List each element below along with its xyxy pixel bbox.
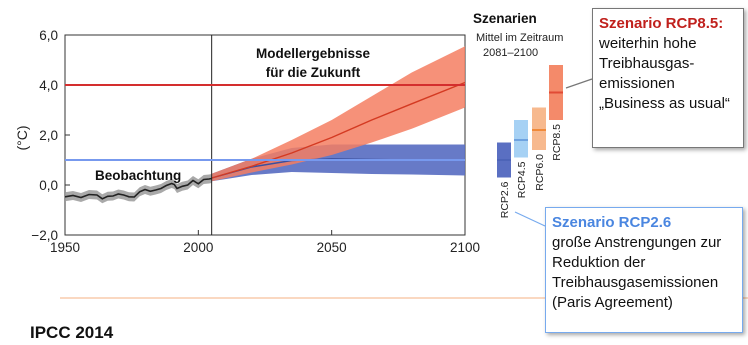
callout-rcp26-line: große Anstrengungen zur xyxy=(552,234,722,251)
scenario-bar-label-rcp60: RCP6.0 xyxy=(534,154,546,191)
callout-rcp85-line: weiterhin hohe xyxy=(599,35,697,52)
callout-rcp26-connector xyxy=(514,211,546,227)
y-axis-label: (°C) xyxy=(14,125,30,150)
x-tick-label: 1950 xyxy=(50,240,80,255)
source-label: IPCC 2014 xyxy=(30,323,114,342)
y-tick-label: −2,0 xyxy=(31,228,58,243)
scenario-bar-rcp45 xyxy=(514,120,528,158)
callout-rcp85-connector xyxy=(565,78,593,89)
callout-rcp85-title: Szenario RCP8.5: xyxy=(599,15,724,32)
callout-rcp26-line: Reduktion der xyxy=(552,254,646,271)
scenario-bar-label-rcp45: RCP4.5 xyxy=(516,161,528,198)
callout-rcp85-line: Treibhausgas- xyxy=(599,55,695,72)
observed-uncertainty-band xyxy=(65,174,212,204)
y-tick-label: 0,0 xyxy=(39,178,58,193)
x-tick-label: 2000 xyxy=(183,240,213,255)
series-layer xyxy=(64,46,466,204)
rcp85-mean-line xyxy=(211,81,466,179)
x-tick-label: 2050 xyxy=(317,240,347,255)
y-tick-label: 2,0 xyxy=(39,128,58,143)
scenario-bar-label-rcp26: RCP2.6 xyxy=(499,181,511,218)
annotation-model-line1: Modellergebnisse xyxy=(256,46,371,61)
reference-lines xyxy=(65,35,465,235)
callout-rcp26: Szenario RCP2.6 große Anstrengungen zur … xyxy=(545,207,743,333)
x-tick-label: 2100 xyxy=(450,240,480,255)
callout-rcp26-title: Szenario RCP2.6 xyxy=(552,214,672,231)
scenario-bar-label-rcp85: RCP8.5 xyxy=(551,124,563,161)
plot-area xyxy=(64,34,466,236)
scenario-bar-rcp60 xyxy=(532,107,546,150)
scenario-header-line2: 2081–2100 xyxy=(483,47,538,59)
callout-rcp85: Szenario RCP8.5: weiterhin hohe Treibhau… xyxy=(592,8,744,148)
callout-rcp26-line: (Paris Agreement) xyxy=(552,294,673,311)
annotation-observation: Beobachtung xyxy=(95,168,181,183)
scenario-header-line1: Mittel im Zeitraum xyxy=(476,32,563,44)
callout-rcp85-line: emissionen xyxy=(599,75,675,92)
rcp85-uncertainty-band xyxy=(211,46,465,182)
tick-labels: −2,0 0,0 2,0 4,0 6,0 1950 2000 2050 2100 xyxy=(31,28,480,255)
scenario-bars: RCP2.6 RCP4.5 RCP6.0 RCP8.5 xyxy=(497,65,563,218)
annotation-model-line2: für die Zukunft xyxy=(266,65,361,80)
scenario-header-title: Szenarien xyxy=(473,11,537,26)
callout-rcp26-line: Treibhausgasemissionen xyxy=(552,274,719,291)
y-tick-label: 6,0 xyxy=(39,28,58,43)
observed-line xyxy=(64,177,212,200)
y-tick-label: 4,0 xyxy=(39,78,58,93)
callout-rcp85-line: „Business as usual“ xyxy=(599,95,730,112)
